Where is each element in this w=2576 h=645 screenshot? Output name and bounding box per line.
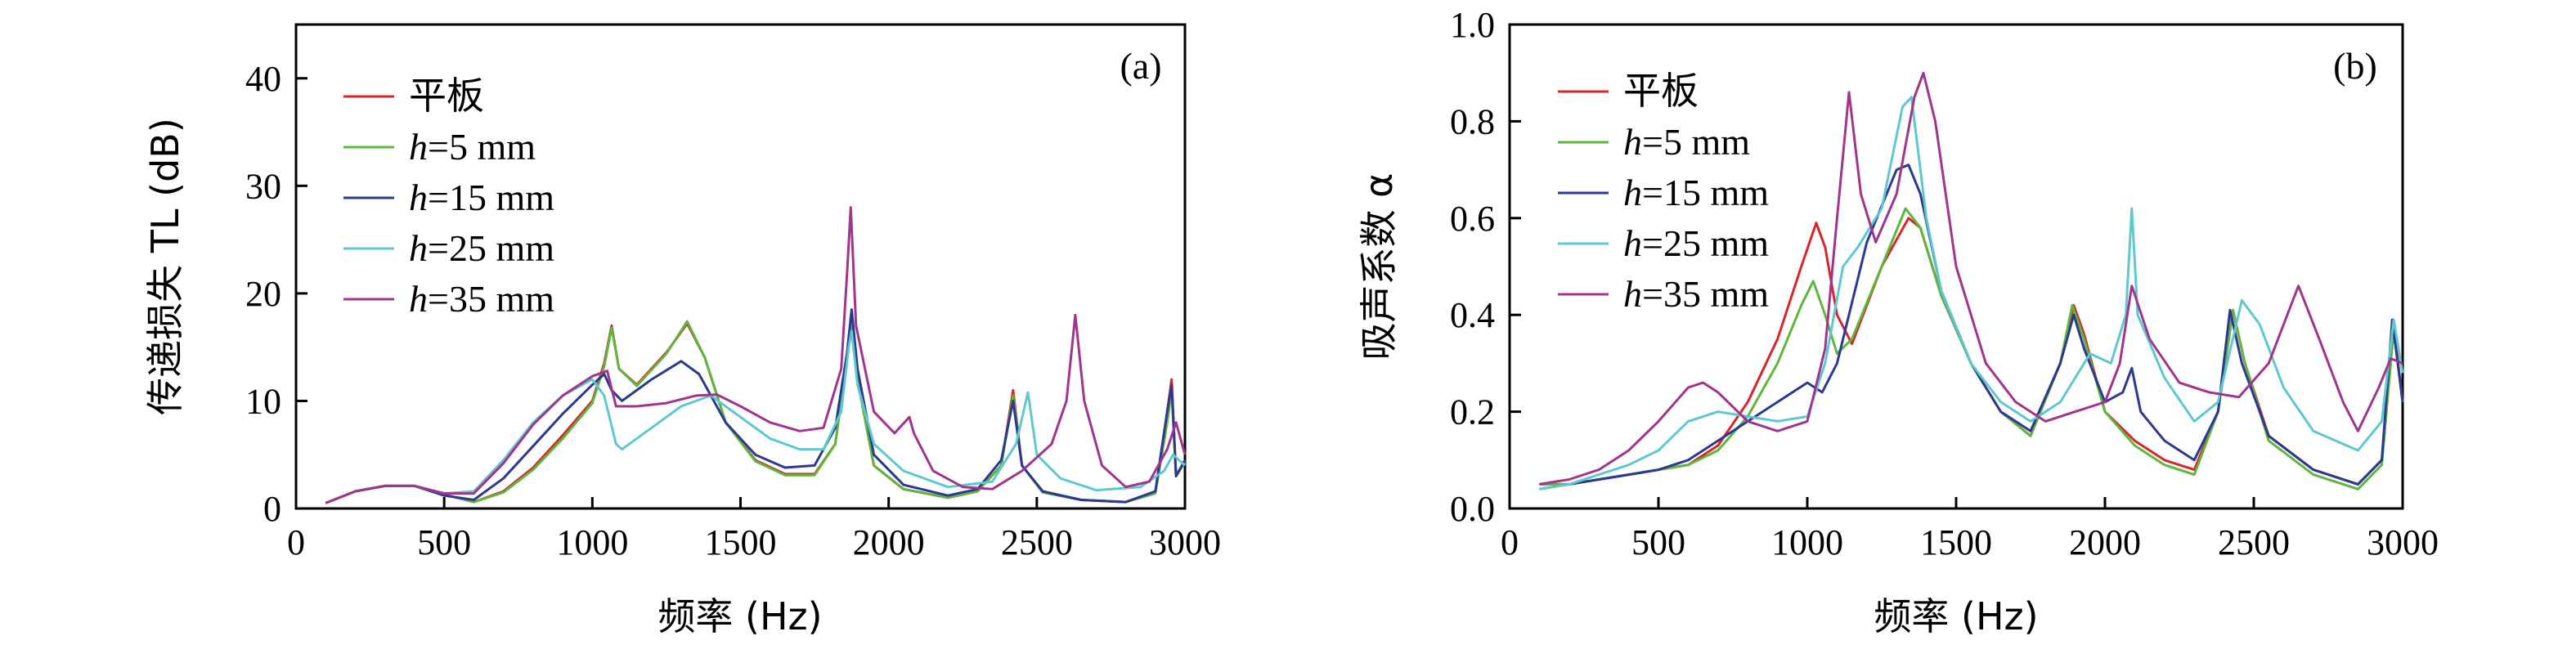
x-tick-label: 2500 bbox=[1001, 522, 1073, 562]
y-tick-label: 0.2 bbox=[1450, 392, 1495, 432]
legend-entry: h=5 mm bbox=[1623, 121, 1750, 163]
legend-entry: h=35 mm bbox=[409, 278, 554, 320]
x-tick-label: 0 bbox=[1501, 522, 1519, 562]
series-lines-a bbox=[325, 206, 1187, 504]
legend-entry: h=15 mm bbox=[1623, 172, 1769, 213]
x-tick-label: 1500 bbox=[1920, 522, 1992, 562]
y-tick-label: 20 bbox=[245, 274, 281, 314]
series-lines-b bbox=[1539, 71, 2404, 490]
panel-label-a: (a) bbox=[1120, 45, 1161, 87]
series-line-2 bbox=[1539, 163, 2404, 490]
y-tick-label: 0.6 bbox=[1450, 199, 1495, 239]
y-tick-label: 30 bbox=[245, 166, 281, 206]
legend-entry: h=35 mm bbox=[1623, 273, 1769, 315]
legend-entry: h=5 mm bbox=[409, 126, 536, 168]
y-axis-a: 0 10 20 30 40 bbox=[245, 59, 307, 529]
x-tick-label: 2500 bbox=[2218, 522, 2290, 562]
chart-panel-b: 0.0 0.2 0.4 0.6 0.8 1.0 0 500 1000 1500 2000 2500 3… bbox=[1357, 5, 2439, 638]
legend-entry: h=15 mm bbox=[409, 177, 554, 218]
chart-panel-a: 0 10 20 30 40 0 500 1000 1500 2000 2500 3000 平板 h=5… bbox=[143, 23, 1221, 638]
x-axis-label-a: 频率 (Hz) bbox=[657, 594, 822, 638]
x-tick-label: 3000 bbox=[1149, 522, 1221, 562]
x-tick-label: 1500 bbox=[705, 522, 777, 562]
x-tick-label: 1000 bbox=[1771, 522, 1843, 562]
series-line-2 bbox=[325, 308, 1187, 504]
x-tick-label: 2000 bbox=[2069, 522, 2141, 562]
y-axis-label-a: 传递损失 TL (dB) bbox=[143, 118, 187, 415]
y-tick-label: 40 bbox=[245, 59, 281, 99]
x-tick-label: 3000 bbox=[2367, 522, 2439, 562]
y-tick-label: 0.4 bbox=[1450, 295, 1495, 335]
series-line-3 bbox=[1539, 96, 2404, 490]
y-axis-label-b: 吸声系数 α bbox=[1357, 173, 1401, 361]
legend-b: 平板 h=5 mm h=15 mm h=25 mm h=35 mm bbox=[1558, 70, 1769, 315]
legend-entry: h=25 mm bbox=[409, 227, 554, 269]
y-tick-label: 0.0 bbox=[1450, 489, 1495, 529]
x-axis-b: 0 500 1000 1500 2000 2500 3000 bbox=[1501, 497, 2439, 562]
panel-label-b: (b) bbox=[2333, 45, 2377, 87]
y-tick-label: 0.8 bbox=[1450, 101, 1495, 141]
series-line-4 bbox=[325, 206, 1187, 504]
y-tick-label: 10 bbox=[245, 381, 281, 421]
x-tick-label: 500 bbox=[417, 522, 471, 562]
series-line-4 bbox=[1539, 71, 2403, 486]
y-tick-label: 1.0 bbox=[1450, 5, 1495, 45]
legend-entry: 平板 bbox=[409, 75, 484, 117]
legend-entry: 平板 bbox=[1623, 70, 1699, 112]
series-line-3 bbox=[325, 329, 1187, 504]
x-tick-label: 2000 bbox=[853, 522, 925, 562]
legend-a: 平板 h=5 mm h=15 mm h=25 mm h=35 mm bbox=[343, 75, 554, 320]
x-axis-a: 0 500 1000 1500 2000 2500 3000 bbox=[287, 497, 1221, 562]
x-axis-label-b: 频率 (Hz) bbox=[1874, 594, 2038, 638]
x-tick-label: 0 bbox=[287, 522, 305, 562]
y-tick-label: 0 bbox=[263, 489, 281, 529]
x-tick-label: 1000 bbox=[556, 522, 628, 562]
y-axis-b: 0.0 0.2 0.4 0.6 0.8 1.0 bbox=[1450, 5, 1521, 529]
x-tick-label: 500 bbox=[1631, 522, 1685, 562]
legend-entry: h=25 mm bbox=[1623, 222, 1769, 264]
